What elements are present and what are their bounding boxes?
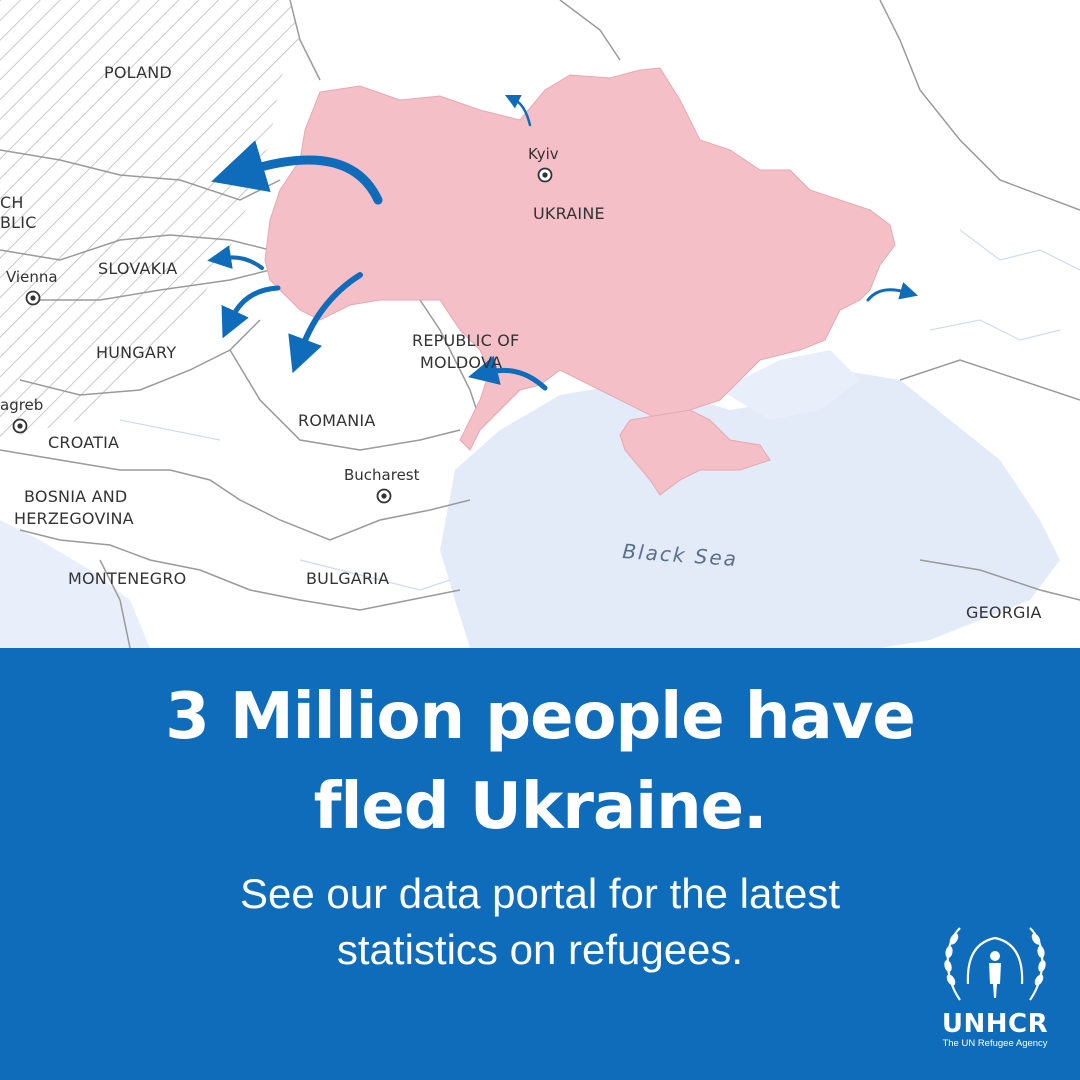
arrow-to-hungary [221,285,281,339]
headline: 3 Million people have fled Ukraine. [0,672,1080,852]
arrow-to-poland [211,140,383,205]
label-poland: POLAND [104,63,172,82]
label-romania: ROMANIA [298,411,376,430]
unhcr-emblem-icon [944,927,1046,1001]
label-bosnia-b: HERZEGOVINA [14,509,134,528]
unhcr-logo: UNHCR The UN Refugee Agency [930,922,1060,1062]
crimea-territory [619,409,771,496]
label-kyiv: Kyiv [528,145,559,163]
label-slovakia: SLOVAKIA [98,259,177,278]
label-vienna: Vienna [6,268,58,286]
arrow-to-belarus [504,94,532,127]
ukraine-territory [264,67,896,451]
subline-line-2: statistics on refugees. [336,926,744,973]
arrow-to-moldova [468,355,548,391]
headline-line-2: fled Ukraine. [313,770,768,844]
label-moldova-a: REPUBLIC OF [412,331,519,350]
label-bucharest: Bucharest [344,466,420,484]
label-ukraine: UKRAINE [533,204,605,223]
subline: See our data portal for the latest stati… [0,866,1080,978]
hatched-region [0,0,300,440]
arrow-to-russia [866,282,919,302]
headline-line-1: 3 Million people have [165,680,916,754]
city-marker-bucharest [376,488,392,504]
label-czech-b: BLIC [0,213,37,232]
label-czech-a: CH [0,193,24,212]
adriatic-sea [0,520,150,648]
headline-banner [0,648,1080,1080]
label-croatia: CROATIA [48,433,119,452]
sea-of-azov [720,350,860,420]
label-zagreb: agreb [0,396,43,414]
city-marker-kyiv [537,167,553,183]
label-moldova-b: MOLDOVA [420,353,502,372]
logo-tagline: The UN Refugee Agency [942,1038,1048,1049]
label-bulgaria: BULGARIA [306,569,389,588]
label-bosnia-a: BOSNIA AND [24,487,127,506]
subline-line-1: See our data portal for the latest [239,870,841,917]
city-marker-zagreb [12,418,28,434]
map: POLAND CH BLIC SLOVAKIA HUNGARY CROATIA … [0,0,1080,648]
city-marker-vienna [25,290,41,306]
arrow-to-romania [288,272,363,374]
label-hungary: HUNGARY [96,343,176,362]
black-sea [440,370,1060,648]
arrow-to-slovakia [207,245,264,270]
country-borders [0,0,1080,648]
logo-name: UNHCR [941,1009,1049,1039]
rivers [119,229,1080,591]
label-georgia: GEORGIA [966,603,1042,622]
label-montenegro: MONTENEGRO [68,569,186,588]
refugee-flow-arrows [207,94,919,391]
